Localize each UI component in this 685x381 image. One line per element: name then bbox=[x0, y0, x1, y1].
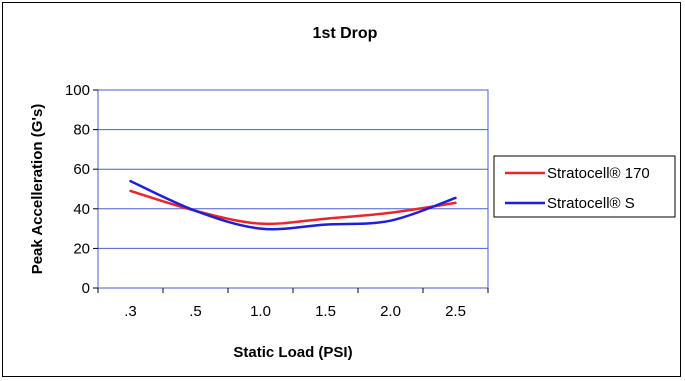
x-tick-label: .5 bbox=[189, 303, 202, 320]
x-tick-label: 2.0 bbox=[380, 303, 401, 320]
y-axis-title: Peak Accelleration (G's) bbox=[29, 104, 46, 275]
series-line-1 bbox=[129, 179, 457, 231]
x-axis: .3 .5 1.0 1.5 2.0 2.5 bbox=[97, 288, 489, 320]
y-tick-label: 80 bbox=[73, 122, 90, 139]
legend: Stratocell® 170 Stratocell® S bbox=[493, 155, 676, 218]
x-axis-title: Static Load (PSI) bbox=[233, 344, 352, 361]
x-tick-label: 2.5 bbox=[445, 303, 466, 320]
y-tick-label: 0 bbox=[82, 280, 90, 297]
legend-label-1: Stratocell® S bbox=[547, 195, 635, 212]
x-tick-label: .3 bbox=[124, 303, 137, 320]
series-lines bbox=[129, 179, 457, 231]
plot-area bbox=[97, 89, 489, 289]
x-tick-label: 1.5 bbox=[315, 303, 336, 320]
legend-box bbox=[493, 155, 676, 218]
y-tick-label: 20 bbox=[73, 240, 90, 257]
y-tick-label: 40 bbox=[73, 201, 90, 218]
x-tick-label: 1.0 bbox=[250, 303, 271, 320]
y-tick-label: 100 bbox=[65, 82, 90, 99]
y-axis: 0 20 40 60 80 100 bbox=[65, 82, 98, 297]
chart-title: 1st Drop bbox=[313, 25, 378, 42]
y-tick-label: 60 bbox=[73, 161, 90, 178]
legend-label-0: Stratocell® 170 bbox=[547, 165, 650, 182]
